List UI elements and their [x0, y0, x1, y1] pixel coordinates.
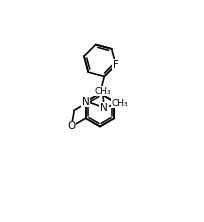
Text: N: N	[100, 103, 108, 113]
Text: N: N	[82, 97, 90, 107]
Text: CH₃: CH₃	[94, 87, 111, 96]
Text: O: O	[67, 121, 75, 131]
Text: CH₃: CH₃	[112, 99, 128, 108]
Text: F: F	[113, 60, 119, 70]
